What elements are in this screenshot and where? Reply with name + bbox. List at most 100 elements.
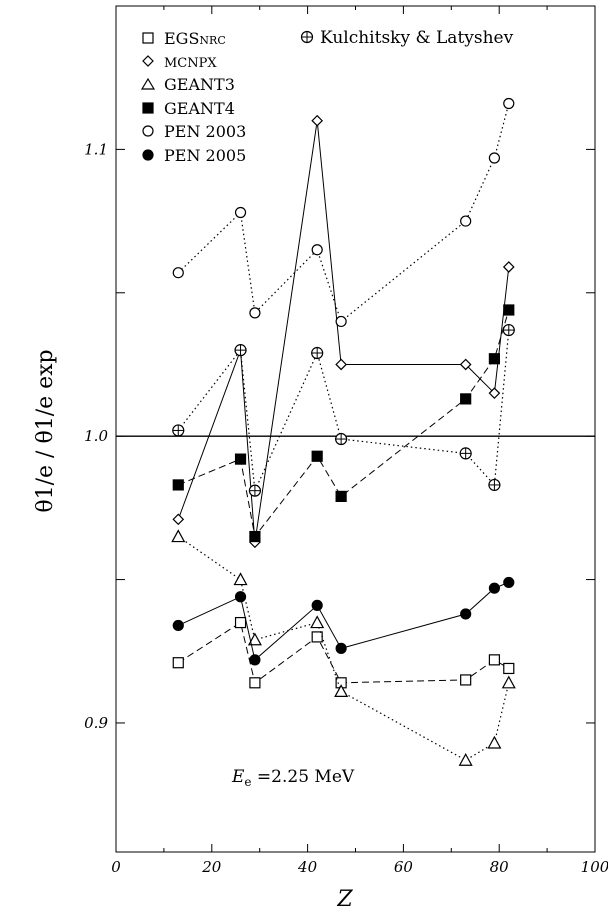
legend-item-geant3: GEANT3 [140,75,235,94]
legend-item-pen-2003: PEN 2003 [142,122,246,141]
data-point [249,530,261,543]
series-mcnpx [172,114,515,549]
x-tick-label: 60 [394,858,414,876]
data-point [335,315,347,328]
series-line [177,330,510,493]
data-point [459,358,472,371]
data-point [460,608,472,620]
data-point [460,393,472,405]
series-line [177,536,510,761]
series-geant4 [172,304,515,543]
legend-label-geant4: GEANT4 [164,99,235,118]
legend-item-kulchitsky: Kulchitsky & Latyshev [300,28,514,48]
energy-annotation: Ee =2.25 MeV [231,767,355,789]
data-point [488,152,501,164]
x-tick-label: 0 [111,858,121,876]
series-pen-2003 [172,97,515,328]
data-point [172,424,185,437]
data-point [311,114,324,127]
data-point [311,244,323,256]
legend-marker-circle-plus [300,30,314,44]
data-point [502,261,515,273]
data-point [488,654,501,666]
data-point [335,432,348,446]
data-point [234,344,247,357]
data-point [234,206,247,219]
legend-marker-open-square [142,32,154,44]
data-point [171,529,186,543]
data-point [503,662,515,675]
data-point [335,490,347,502]
data-point [311,346,324,360]
data-point [172,619,184,632]
data-point [335,358,347,371]
legend-item-pen-2005: PEN 2005 [142,146,246,165]
legend-item-geant4: GEANT4 [142,99,235,118]
y-tick-label: 1.1 [84,140,108,158]
legend: EGSnrc MCNPX GEANT3 GEANT4 PEN 2003 PEN … [140,28,514,165]
legend-marker-filled-circle [142,149,154,161]
data-point [458,752,473,766]
x-tick-label: 40 [297,858,318,876]
x-tick-label: 80 [490,858,510,876]
data-point [249,307,261,319]
series-geant3 [171,529,516,766]
data-point [311,450,323,462]
data-point [503,576,515,589]
legend-item-mcnpx: MCNPX [142,55,217,71]
data-point [249,654,261,666]
data-point [488,353,501,365]
data-point [334,684,349,698]
data-point [501,675,516,689]
legend-label-pen-2005: PEN 2005 [164,146,246,165]
series-line [178,581,509,661]
data-point [249,677,261,689]
legend-label-geant3: GEANT3 [164,75,235,94]
data-point [172,479,184,491]
x-tick-label: 100 [581,858,608,876]
data-point [460,215,472,227]
series-line [178,309,510,538]
x-tick-label: 20 [201,858,222,876]
data-point [172,513,185,526]
data-point [503,304,515,316]
series-kulchitsky-latyshev [172,323,515,497]
legend-marker-open-diamond [142,55,154,67]
annotation-symbol: E [231,767,245,787]
data-point [234,453,247,465]
data-point [502,323,515,337]
data-point [488,478,501,492]
legend-marker-filled-square [142,102,154,114]
data-point [172,657,184,669]
y-axis-title: θ1/e / θ1/e exp [33,349,58,512]
plot-layer: 0 20 40 60 80 100 0.9 1.0 1.1 [84,5,608,876]
y-tick-label: 0.9 [84,714,108,732]
data-point [233,572,248,586]
data-point [172,267,184,279]
legend-marker-open-circle [142,125,154,137]
series-egsnrc [172,616,515,689]
x-axis-title: Z [336,887,353,912]
data-point [310,615,325,629]
legend-label-pen-2003: PEN 2003 [164,122,246,141]
legend-label-egsnrc: EGSnrc [164,29,226,48]
annotation-value: =2.25 MeV [252,767,355,787]
data-point [503,97,515,110]
legend-marker-open-triangle [140,77,156,90]
data-point [247,632,262,646]
data-point [311,631,323,643]
y-tick-label: 1.0 [84,427,108,445]
data-point [460,674,472,686]
data-point [488,582,501,594]
data-point [488,387,501,400]
legend-label-mcnpx: MCNPX [164,56,217,71]
series-pen-2005 [172,576,515,666]
annotation-subscript: e [244,775,251,789]
data-point [487,735,502,749]
data-point [234,616,247,629]
legend-label-kulchitsky: Kulchitsky & Latyshev [320,28,514,48]
data-point [335,642,347,654]
series-line [177,120,510,543]
data-point [248,484,262,497]
legend-item-egsnrc: EGSnrc [142,29,226,48]
